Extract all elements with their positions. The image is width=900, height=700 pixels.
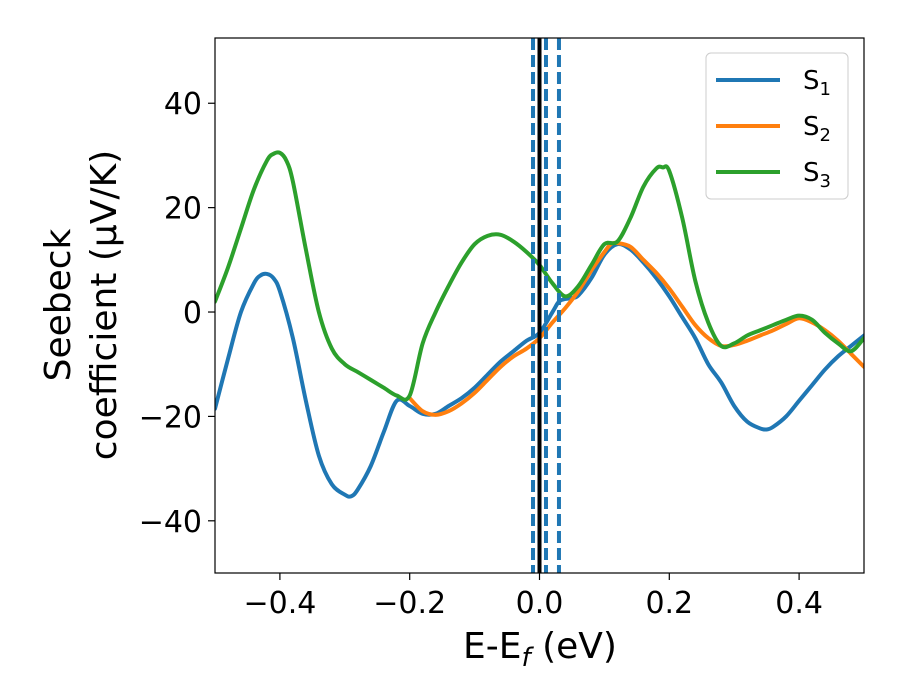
vertical-lines-layer	[531, 38, 561, 573]
x-axis-label-main: E-E	[463, 626, 521, 667]
y-axis-label: Seebeck coefficient (μV/K)	[38, 150, 125, 460]
y-axis-label-line1: Seebeck	[38, 228, 79, 381]
x-axis-label: E-Ef (eV)	[463, 626, 617, 673]
x-tick-label: 0.2	[645, 586, 693, 621]
legend-entries: S1 S2 S3	[716, 66, 831, 192]
x-tick-label: −0.4	[243, 586, 316, 621]
y-tick-label: 0	[183, 296, 202, 331]
y-axis-label-line2: coefficient (μV/K)	[84, 150, 125, 460]
legend-label-s1: S1	[803, 66, 831, 100]
x-tick-label: 0.4	[775, 586, 823, 621]
legend-label-s3: S3	[803, 158, 831, 192]
y-tick-label: −40	[139, 505, 202, 540]
x-axis-label-rest: (eV)	[531, 626, 617, 667]
series-line-s2	[407, 240, 864, 417]
legend-label-s2: S2	[803, 112, 831, 146]
x-ticks: −0.4 −0.2 0.0 0.2 0.4	[243, 573, 823, 621]
x-tick-label: 0.0	[516, 586, 564, 621]
legend: S1 S2 S3	[705, 52, 849, 200]
y-tick-label: −20	[139, 400, 202, 435]
y-tick-label: 40	[164, 87, 202, 122]
x-tick-label: −0.2	[373, 586, 446, 621]
y-ticks: −40 −20 0 20 40	[139, 87, 215, 540]
series-line-s3	[215, 150, 864, 402]
y-tick-label: 20	[164, 192, 202, 227]
